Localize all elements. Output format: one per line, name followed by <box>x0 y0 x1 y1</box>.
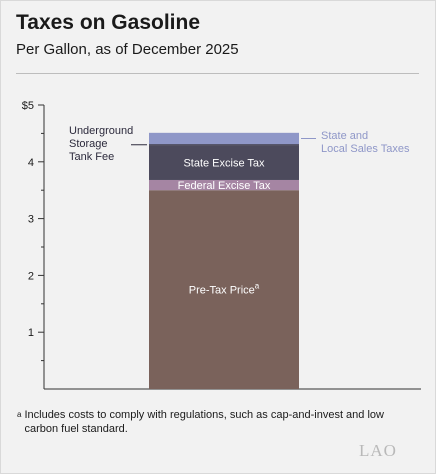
segment-label-3-line: Underground <box>69 125 133 137</box>
y-tick-label: 2 <box>28 270 34 282</box>
bar-segment-3 <box>149 144 299 146</box>
y-tick-label: 4 <box>28 157 34 169</box>
lao-logo: LAO <box>359 441 397 460</box>
bar-segment-4 <box>149 132 299 145</box>
segment-label-1: Federal Excise Tax <box>178 180 271 192</box>
footnote-text: Includes costs to comply with regulation… <box>24 409 384 435</box>
footnote: a Includes costs to comply with regulatio… <box>17 408 417 436</box>
title-divider <box>16 73 419 74</box>
y-tick-label: $5 <box>22 100 34 112</box>
stacked-bar-chart: 1 2 3 4 $5 Pre-Tax Pricea Federal Excise Tax St… <box>22 100 421 390</box>
segment-label-0: Pre-Tax Pricea <box>189 282 260 297</box>
bar-segment-1 <box>149 179 299 191</box>
y-tick-label: 1 <box>28 327 34 339</box>
segment-label-3-line: Storage <box>69 138 108 150</box>
chart-title: Taxes on Gasoline <box>16 11 201 34</box>
segment-label-2: State Excise Tax <box>183 158 265 170</box>
segment-label-4-line: State and <box>321 130 368 142</box>
segment-label-3-line: Tank Fee <box>69 151 114 163</box>
footnote-marker: a <box>17 410 22 419</box>
chart-subtitle: Per Gallon, as of December 2025 <box>16 41 239 58</box>
y-tick-label: 3 <box>28 214 34 226</box>
segment-label-4-line: Local Sales Taxes <box>321 143 410 155</box>
bar-segment-2 <box>149 145 299 180</box>
segment-label-superscript: a <box>255 282 260 291</box>
bar-segment-0 <box>149 190 299 389</box>
